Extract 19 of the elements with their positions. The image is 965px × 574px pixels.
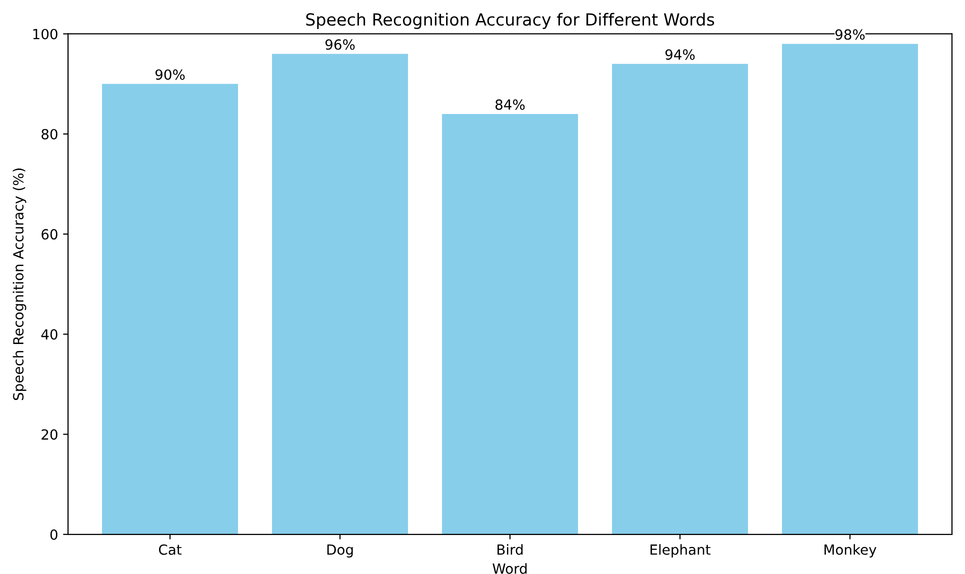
y-tick-label: 80: [42, 128, 58, 140]
data-label: 90%: [155, 69, 185, 80]
y-tick-label: 60: [42, 229, 58, 240]
data-label: 98%: [835, 29, 865, 40]
x-tick-label: Bird: [498, 544, 523, 555]
x-axis-title: Word: [492, 563, 527, 574]
x-tick-label: Monkey: [824, 544, 876, 558]
y-tick-label: 20: [42, 429, 58, 440]
data-label: 96%: [325, 39, 355, 50]
y-tick-label: 100: [33, 28, 58, 40]
y-axis-title: Speech Recognition Accuracy (%): [12, 168, 26, 400]
y-tick-label: 0: [50, 529, 58, 540]
x-tick-label: Elephant: [650, 544, 710, 558]
x-tick-label: Dog: [327, 544, 353, 558]
data-label: 94%: [665, 49, 695, 60]
x-tick-label: Cat: [158, 544, 182, 555]
chart-title: Speech Recognition Accuracy for Different Words: [306, 12, 714, 29]
y-tick-label: 40: [41, 329, 58, 340]
data-label: 84%: [496, 99, 525, 110]
